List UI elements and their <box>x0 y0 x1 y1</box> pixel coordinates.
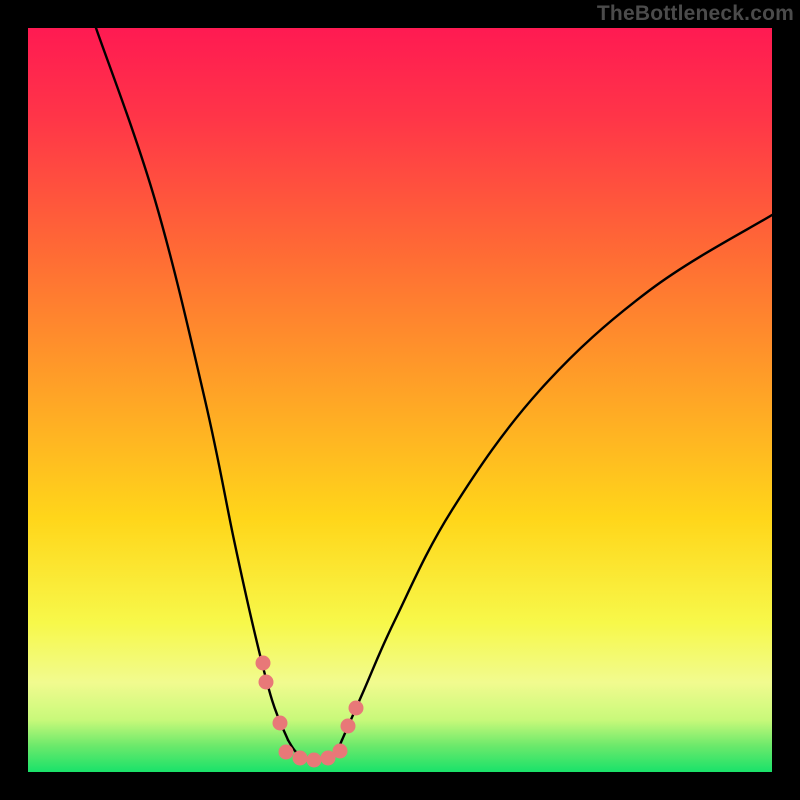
marker-point <box>256 656 271 671</box>
watermark-text: TheBottleneck.com <box>597 2 794 26</box>
marker-point <box>307 753 322 768</box>
plot-gradient-background <box>28 28 772 772</box>
marker-point <box>333 744 348 759</box>
chart-container: TheBottleneck.com <box>0 0 800 800</box>
marker-point <box>279 745 294 760</box>
marker-point <box>349 701 364 716</box>
marker-point <box>293 751 308 766</box>
chart-svg <box>0 0 800 800</box>
marker-point <box>273 716 288 731</box>
marker-point <box>341 719 356 734</box>
marker-point <box>259 675 274 690</box>
